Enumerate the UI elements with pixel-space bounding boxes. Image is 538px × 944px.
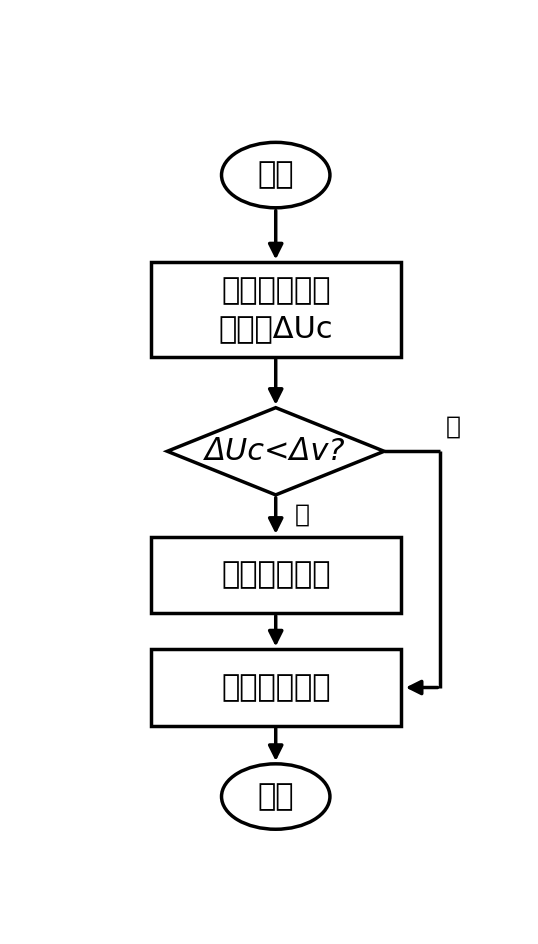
Text: 是: 是 bbox=[445, 414, 461, 438]
Text: 否: 否 bbox=[294, 502, 309, 526]
Ellipse shape bbox=[222, 143, 330, 208]
Text: 电容电压分层: 电容电压分层 bbox=[221, 561, 330, 589]
Text: 生成触发脉冲: 生成触发脉冲 bbox=[221, 673, 330, 702]
Bar bbox=[151, 537, 401, 613]
Bar bbox=[151, 649, 401, 726]
Polygon shape bbox=[167, 408, 384, 495]
Text: 结束: 结束 bbox=[258, 782, 294, 811]
Bar bbox=[151, 262, 401, 357]
Text: ΔUc<Δv?: ΔUc<Δv? bbox=[206, 437, 346, 465]
Text: 监测电容电压
变化値ΔUc: 监测电容电压 变化値ΔUc bbox=[218, 276, 333, 343]
Ellipse shape bbox=[222, 764, 330, 829]
Text: 开始: 开始 bbox=[258, 160, 294, 190]
